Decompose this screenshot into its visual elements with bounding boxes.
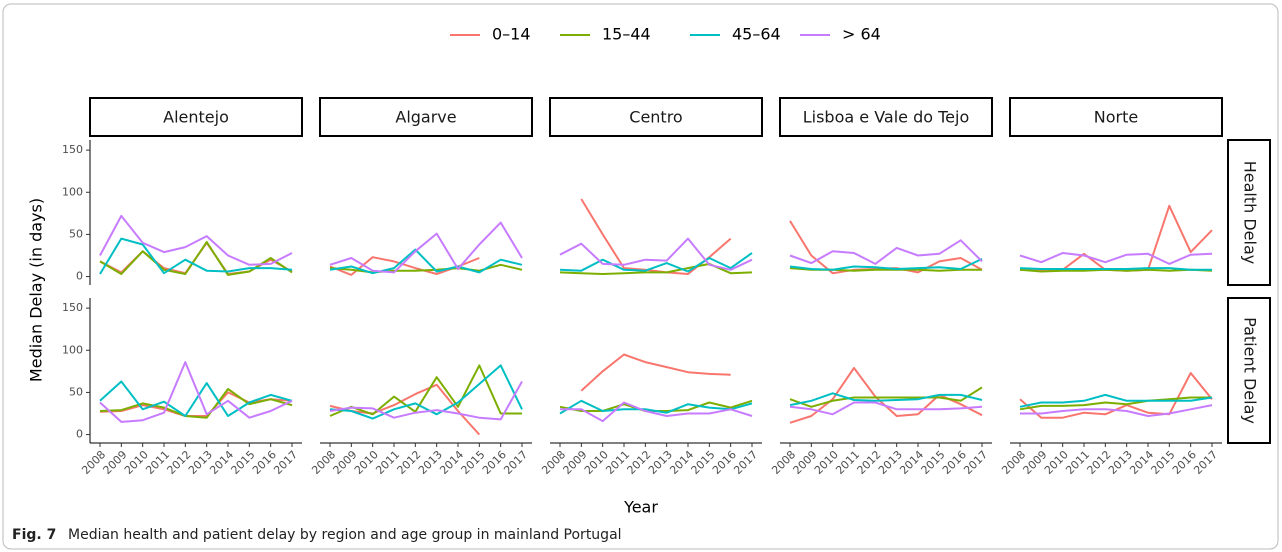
series-line (1019, 267, 1212, 271)
y-tick-label: 50 (69, 227, 83, 240)
y-tick-label: 150 (62, 143, 83, 156)
strip-label: Lisboa e Vale do Tejo (803, 108, 970, 127)
strip (1227, 297, 1271, 444)
series-line (560, 401, 753, 423)
series-line (329, 364, 522, 417)
series-line (99, 361, 293, 423)
legend-label: > 64 (842, 25, 881, 44)
series-line (99, 388, 293, 419)
strip-label: Alentejo (163, 108, 229, 127)
figure-frame (2, 3, 1279, 550)
series-line (559, 262, 753, 275)
series-line (559, 399, 753, 415)
strip (1009, 97, 1223, 137)
strip (779, 97, 993, 137)
caption: Median health and patient delay by regio… (68, 527, 622, 543)
series-line (329, 364, 523, 420)
series-line (559, 252, 753, 273)
y-tick-label: 100 (62, 343, 83, 356)
series-line (580, 353, 731, 392)
strip (549, 97, 763, 137)
series-line (789, 257, 983, 271)
y-tick-label: 50 (69, 385, 83, 398)
strip (89, 97, 303, 137)
series-line (789, 401, 983, 416)
series-line (1019, 396, 1212, 411)
strip (319, 97, 533, 137)
strip-label: Patient Delay (1241, 317, 1260, 424)
y-tick-label: 150 (62, 301, 83, 314)
series-line (1019, 252, 1213, 265)
y-tick-label: 0 (76, 428, 83, 441)
y-tick-label: 100 (62, 185, 83, 198)
series-line (329, 221, 523, 274)
series-line (789, 386, 983, 408)
legend-label: 45–64 (732, 25, 781, 44)
series-line (1020, 404, 1213, 417)
series-line (789, 239, 983, 265)
caption-label: Fig. 7 (12, 527, 56, 543)
y-tick-label: 0 (76, 270, 83, 283)
series-line (559, 237, 753, 271)
strip-label: Health Delay (1241, 161, 1260, 265)
series-line (329, 381, 523, 421)
series-line (1019, 393, 1213, 408)
legend-label: 0–14 (492, 25, 531, 44)
series-line (99, 380, 293, 417)
strip (1227, 139, 1271, 286)
series-line (329, 248, 523, 275)
series-line (1019, 268, 1213, 273)
series-line (329, 263, 523, 274)
series-line (789, 392, 983, 407)
strip-label: Algarve (395, 108, 456, 127)
strip-label: Norte (1094, 108, 1138, 127)
legend-label: 15–44 (602, 25, 651, 44)
strip-label: Centro (629, 108, 682, 127)
series-line (99, 214, 293, 266)
x-axis-title: Year (623, 498, 658, 517)
y-axis-title: Median Delay (in days) (27, 198, 46, 382)
series-line (99, 237, 293, 275)
